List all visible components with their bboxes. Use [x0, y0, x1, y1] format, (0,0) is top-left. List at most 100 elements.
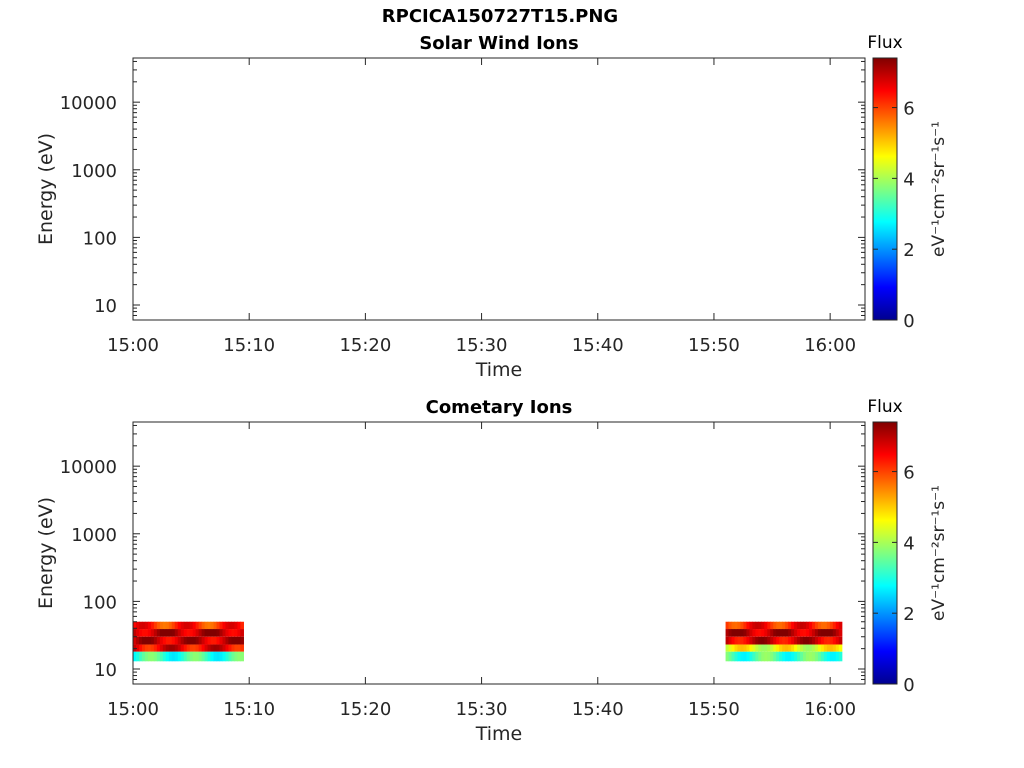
flux-cell — [782, 621, 786, 630]
panel-title: Solar Wind Ions — [419, 33, 578, 54]
flux-cell — [743, 621, 748, 630]
colorbar-tick-label: 2 — [903, 240, 914, 261]
flux-cell — [829, 636, 834, 645]
flux-cell — [767, 629, 771, 637]
flux-cell — [776, 629, 780, 637]
flux-cell — [832, 644, 837, 652]
flux-cell — [234, 636, 239, 645]
flux-cell — [755, 644, 759, 652]
flux-cell — [808, 644, 813, 652]
flux-cell — [829, 651, 834, 662]
flux-cell — [150, 644, 155, 652]
flux-cell — [797, 644, 801, 652]
flux-cell — [237, 644, 241, 652]
flux-cell — [806, 651, 810, 662]
flux-cell — [832, 629, 837, 637]
flux-cell — [785, 636, 789, 645]
flux-cell — [728, 621, 733, 630]
flux-cell — [734, 651, 739, 662]
flux-cell — [788, 644, 792, 652]
flux-cell — [180, 621, 185, 630]
colorbar-tick-label: 4 — [903, 169, 914, 190]
flux-cell — [740, 621, 745, 630]
flux-cell — [814, 636, 819, 645]
flux-cell — [820, 651, 825, 662]
flux-cell — [147, 621, 152, 630]
flux-cell — [823, 644, 828, 652]
flux-cell — [219, 621, 224, 630]
flux-cell — [150, 621, 155, 630]
flux-cell — [800, 644, 804, 652]
flux-cell — [216, 636, 221, 645]
flux-cell — [192, 629, 197, 637]
flux-cell — [806, 644, 810, 652]
x-tick-label: 15:30 — [456, 335, 508, 356]
flux-cell — [791, 621, 795, 630]
flux-cell — [835, 644, 840, 652]
flux-cell — [168, 651, 173, 662]
flux-cell — [147, 629, 152, 637]
flux-cell — [770, 629, 774, 637]
flux-cell — [731, 651, 736, 662]
flux-cell — [749, 644, 753, 652]
flux-cell — [147, 636, 152, 645]
flux-cell — [820, 629, 825, 637]
flux-cell — [133, 651, 137, 662]
flux-cell — [210, 651, 215, 662]
flux-cell — [234, 621, 239, 630]
flux-cell — [734, 629, 739, 637]
flux-cell — [156, 629, 161, 637]
x-tick-label: 15:30 — [456, 699, 508, 720]
flux-cell — [201, 651, 206, 662]
flux-cell — [811, 636, 816, 645]
flux-cell — [201, 621, 206, 630]
flux-cell — [817, 651, 822, 662]
flux-cell — [204, 644, 209, 652]
flux-cell — [826, 629, 831, 637]
flux-cell — [183, 651, 188, 662]
flux-cell — [135, 651, 140, 662]
flux-cell — [189, 629, 194, 637]
flux-cell — [737, 644, 742, 652]
flux-cell — [231, 651, 236, 662]
colorbar — [872, 57, 898, 321]
flux-cell — [198, 629, 203, 637]
x-tick-label: 15:50 — [688, 335, 740, 356]
flux-cell — [240, 651, 244, 662]
flux-cell — [141, 621, 146, 630]
flux-cell — [192, 644, 197, 652]
flux-cell — [171, 644, 176, 652]
flux-cell — [740, 629, 745, 637]
flux-cell — [823, 621, 828, 630]
flux-cell — [764, 651, 768, 662]
flux-cell — [138, 636, 143, 645]
flux-cell — [207, 651, 212, 662]
y-tick-label: 100 — [83, 228, 117, 249]
flux-cell — [740, 644, 745, 652]
flux-cell — [782, 629, 786, 637]
flux-cell — [749, 636, 753, 645]
flux-cell — [189, 651, 194, 662]
flux-cell — [168, 636, 173, 645]
flux-cell — [240, 629, 244, 637]
flux-cell — [228, 644, 233, 652]
flux-cell — [195, 621, 200, 630]
flux-cell — [773, 636, 777, 645]
flux-cell — [174, 651, 179, 662]
y-tick-label: 10 — [94, 296, 117, 317]
y-tick-label: 100 — [83, 592, 117, 613]
flux-cell — [204, 636, 209, 645]
flux-cell — [797, 629, 801, 637]
flux-cell — [231, 636, 236, 645]
flux-cell — [141, 629, 146, 637]
y-tick-label: 10000 — [60, 457, 117, 478]
flux-cell — [207, 621, 212, 630]
colorbar-title: Flux — [867, 397, 902, 417]
flux-cell — [835, 636, 840, 645]
flux-cell — [755, 621, 759, 630]
flux-cell — [189, 636, 194, 645]
flux-cell — [180, 651, 185, 662]
flux-cell — [791, 629, 795, 637]
flux-cell — [820, 636, 825, 645]
flux-cell — [174, 644, 179, 652]
